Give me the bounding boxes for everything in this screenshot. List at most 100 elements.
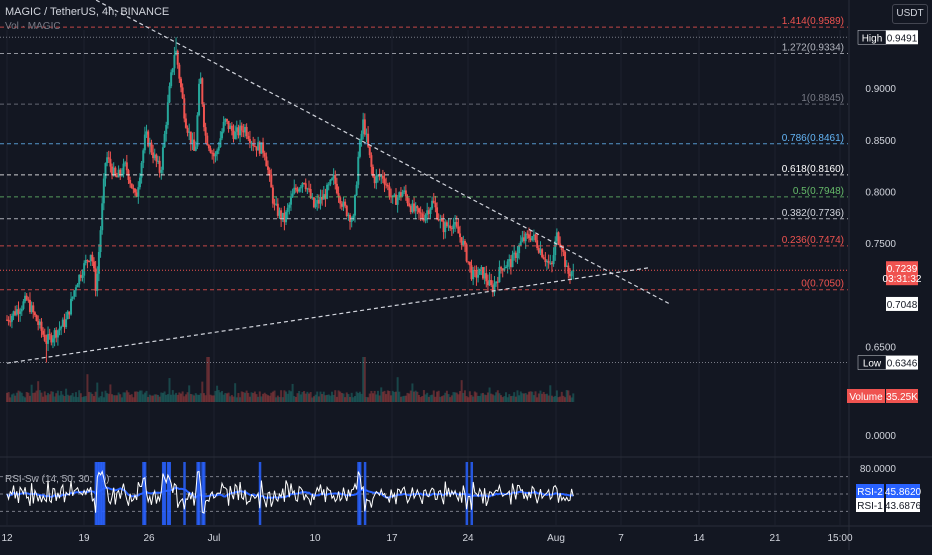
volume-bar xyxy=(344,397,347,402)
candle-body xyxy=(244,126,247,133)
volume-bar xyxy=(19,391,22,402)
volume-bar xyxy=(181,391,184,402)
time-tick-label: 14 xyxy=(693,533,705,544)
volume-bar xyxy=(35,390,38,402)
candle-body xyxy=(166,102,169,125)
candle-body xyxy=(531,236,534,241)
price-value-box xyxy=(886,355,918,370)
candle-body xyxy=(475,270,478,278)
volume-bar xyxy=(301,392,304,402)
candle-body xyxy=(298,188,301,192)
candle-body xyxy=(132,188,135,190)
volume-bar xyxy=(306,391,309,402)
candle-body xyxy=(61,319,64,327)
volume-bar xyxy=(145,390,148,402)
candle-body xyxy=(432,200,435,203)
candle-body xyxy=(176,50,179,65)
candle-body xyxy=(309,188,312,198)
volume-bar xyxy=(148,394,151,402)
volume-bar xyxy=(224,393,227,402)
volume-bar xyxy=(91,393,94,402)
volume-bar xyxy=(217,390,220,402)
volume-bar xyxy=(419,397,422,402)
candle-body xyxy=(421,213,424,219)
price-value-box xyxy=(886,296,918,311)
candle-body xyxy=(263,152,266,157)
candle-body xyxy=(503,268,506,271)
candle-body xyxy=(209,148,212,153)
candle-body xyxy=(143,134,146,151)
candle-body xyxy=(275,203,278,205)
time-tick-label: 24 xyxy=(462,533,474,544)
volume-value-box xyxy=(886,389,918,403)
volume-bar xyxy=(490,393,493,402)
price-tick-label: 0.9000 xyxy=(865,84,896,95)
candle-body xyxy=(308,188,311,190)
volume-bar xyxy=(373,390,376,402)
rsi-band xyxy=(202,462,206,525)
candle-body xyxy=(258,142,261,154)
candle-body xyxy=(562,250,565,252)
volume-bar xyxy=(352,397,355,402)
candle-body xyxy=(101,203,104,231)
volume-bar xyxy=(94,391,97,402)
candle-body xyxy=(521,237,524,242)
candle-body xyxy=(276,203,279,216)
volume-bar xyxy=(347,394,350,402)
candle-body xyxy=(299,187,302,189)
fib-level-label: 0.786(0.8461) xyxy=(782,133,844,144)
candle-body xyxy=(217,146,220,151)
volume-bar xyxy=(173,394,176,402)
candle-body xyxy=(248,138,251,143)
volume-bar xyxy=(165,394,168,402)
candle-body xyxy=(142,150,145,163)
candle-body xyxy=(68,311,71,315)
candle-body xyxy=(437,219,440,221)
candle-body xyxy=(360,133,363,141)
candle-body xyxy=(270,174,273,188)
volume-bar xyxy=(281,397,284,402)
candle-body xyxy=(252,142,255,146)
volume-bar xyxy=(70,395,73,402)
volume-bar xyxy=(462,392,465,402)
candle-body xyxy=(362,119,365,134)
candle-body xyxy=(245,126,248,137)
candle-body xyxy=(452,224,455,229)
candle-body xyxy=(436,207,439,220)
volume-bar xyxy=(12,393,15,402)
currency-selector[interactable]: USDT xyxy=(892,4,928,24)
candle-body xyxy=(552,255,555,265)
volume-bar xyxy=(288,390,291,402)
volume-bar xyxy=(291,383,294,402)
volume-bar xyxy=(45,395,48,402)
volume-bar xyxy=(14,395,17,402)
candle-body xyxy=(45,340,48,344)
candle-body xyxy=(137,187,140,197)
candle-body xyxy=(53,330,56,339)
volume-bar xyxy=(255,394,258,402)
volume-bar xyxy=(89,392,92,402)
candle-body xyxy=(262,142,265,153)
candle-body xyxy=(383,178,386,185)
volume-bar xyxy=(327,394,330,402)
candle-body xyxy=(342,201,345,207)
candle-body xyxy=(278,210,281,216)
price-tick-label: 0.6500 xyxy=(865,343,896,354)
volume-bar xyxy=(240,391,243,402)
fib-level-label: 0.236(0.7474) xyxy=(782,235,844,246)
volume-bar xyxy=(339,391,342,402)
volume-bar xyxy=(66,394,69,402)
volume-bar xyxy=(257,396,260,402)
volume-bar xyxy=(222,394,225,402)
volume-bar xyxy=(496,390,499,402)
candle-body xyxy=(112,167,115,176)
volume-bar xyxy=(239,397,242,402)
candle-body xyxy=(365,133,368,135)
volume-bar xyxy=(439,396,442,402)
candle-body xyxy=(447,225,450,227)
volume-bar xyxy=(219,392,222,402)
volume-bar xyxy=(68,395,71,402)
